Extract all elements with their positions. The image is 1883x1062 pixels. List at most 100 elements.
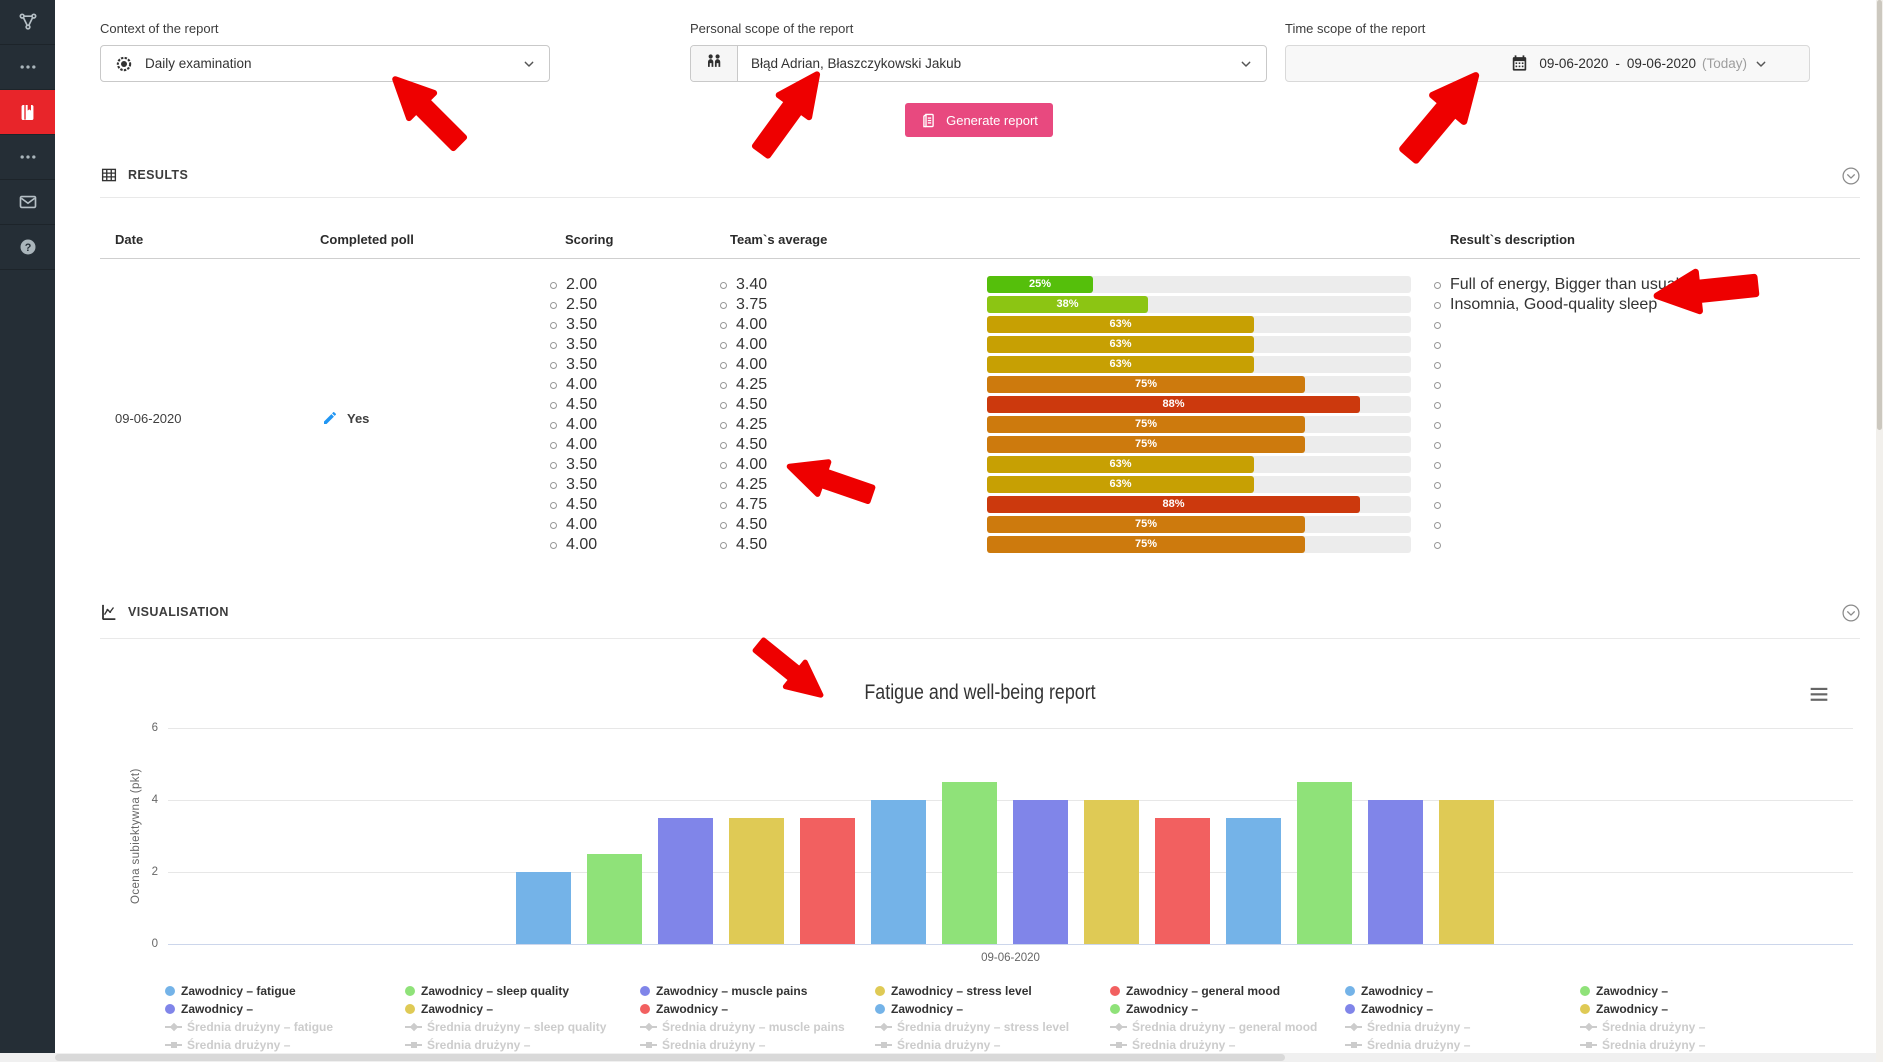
scoring-cell-value: 4.00 xyxy=(566,416,598,433)
legend-column: Zawodnicy – Zawodnicy – Średnia drużyny – Ś… xyxy=(1345,982,1577,1054)
description-cell xyxy=(1434,455,1860,475)
results-section-header: RESULTS xyxy=(100,166,188,184)
scoring-cell-value: 3.50 xyxy=(566,336,598,353)
scoring-cell: 3.50 xyxy=(550,355,710,375)
series-dot-icon xyxy=(1345,986,1355,996)
legend-item[interactable]: Zawodnicy – xyxy=(1580,982,1812,1000)
scoring-cell-value: 4.50 xyxy=(566,396,598,413)
legend-item[interactable]: Średnia drużyny – general mood xyxy=(1110,1018,1342,1036)
book-icon xyxy=(18,103,37,122)
legend-item[interactable]: Zawodnicy – xyxy=(165,1000,397,1018)
legend-column: Zawodnicy – Zawodnicy – Średnia drużyny – Ś… xyxy=(1580,982,1812,1054)
percent-bar-label: 38% xyxy=(1056,298,1079,310)
date-separator: - xyxy=(1615,56,1620,71)
legend-item[interactable]: Średnia drużyny – stress level xyxy=(875,1018,1107,1036)
scoring-column: 2.00 2.50 3.50 3.50 3.50 4.00 4.50 4.00 4.00 3.50… xyxy=(550,275,710,555)
chart-bar xyxy=(1439,800,1494,944)
legend-item[interactable]: Zawodnicy – xyxy=(1345,1000,1577,1018)
sidebar-item-help[interactable]: ? xyxy=(0,225,55,270)
legend-item[interactable]: Zawodnicy – xyxy=(875,1000,1107,1018)
legend-item[interactable]: Średnia drużyny – xyxy=(1345,1036,1577,1054)
circle-bullet xyxy=(720,481,727,489)
time-range-picker[interactable]: 09-06-2020 - 09-06-2020 (Today) xyxy=(1285,45,1810,82)
scoring-cell-value: 4.00 xyxy=(566,516,598,533)
chart-bar xyxy=(800,818,855,944)
vertical-scrollbar[interactable] xyxy=(1876,0,1883,1062)
team-average-cell: 4.00 xyxy=(720,335,880,355)
legend-item[interactable]: Zawodnicy – fatigue xyxy=(165,982,397,1000)
legend-item[interactable]: Zawodnicy – general mood xyxy=(1110,982,1342,1000)
legend-item[interactable]: Zawodnicy – muscle pains xyxy=(640,982,872,1000)
legend-item[interactable]: Zawodnicy – xyxy=(1110,1000,1342,1018)
description-cell xyxy=(1434,415,1860,435)
legend-item[interactable]: Średnia drużyny – xyxy=(165,1036,397,1054)
legend-item[interactable]: Zawodnicy – xyxy=(1580,1000,1812,1018)
sidebar-item-menu-dots[interactable] xyxy=(0,45,55,90)
menu-dots-icon xyxy=(18,147,38,167)
report-icon xyxy=(920,112,937,129)
team-average-cell-value: 4.50 xyxy=(736,536,768,553)
percent-bar-fill xyxy=(987,536,1305,553)
sidebar-item-hierarchy[interactable] xyxy=(0,0,55,45)
context-select[interactable]: Daily examination xyxy=(100,45,550,82)
legend-item-label: Zawodnicy – xyxy=(1361,1002,1434,1016)
legend-item[interactable]: Zawodnicy – xyxy=(640,1000,872,1018)
description-cell xyxy=(1434,435,1860,455)
vertical-scrollbar-thumb[interactable] xyxy=(1877,0,1882,430)
legend-item[interactable]: Średnia drużyny – sleep quality xyxy=(405,1018,637,1036)
legend-item-label: Zawodnicy – muscle pains xyxy=(656,984,808,998)
legend-item[interactable]: Średnia drużyny – fatigue xyxy=(165,1018,397,1036)
chevron-circle-icon[interactable] xyxy=(1841,166,1861,186)
percent-bar-fill xyxy=(987,456,1255,473)
calendar-icon xyxy=(1510,54,1529,73)
generate-report-button[interactable]: Generate report xyxy=(905,103,1053,137)
legend-item[interactable]: Zawodnicy – stress level xyxy=(875,982,1107,1000)
circle-bullet xyxy=(550,361,557,369)
sidebar-item-mail[interactable] xyxy=(0,180,55,225)
chart-bar xyxy=(1013,800,1068,944)
team-average-cell: 4.00 xyxy=(720,355,880,375)
description-cell xyxy=(1434,335,1860,355)
target-icon xyxy=(115,55,133,73)
legend-item-label: Zawodnicy – xyxy=(1596,984,1669,998)
legend-item[interactable]: Zawodnicy – xyxy=(1345,982,1577,1000)
pencil-icon[interactable] xyxy=(322,410,338,426)
sidebar-item-book[interactable] xyxy=(0,90,55,135)
description-cell xyxy=(1434,475,1860,495)
legend-item[interactable]: Średnia drużyny – xyxy=(1345,1018,1577,1036)
line-marker-icon xyxy=(1580,1040,1597,1050)
legend-item-label: Zawodnicy – fatigue xyxy=(181,984,296,998)
legend-item[interactable]: Średnia drużyny – xyxy=(405,1036,637,1054)
visualisation-divider xyxy=(100,638,1860,639)
legend-column: Zawodnicy – muscle pains Zawodnicy – Średn… xyxy=(640,982,872,1054)
team-average-cell-value: 4.50 xyxy=(736,436,768,453)
circle-bullet xyxy=(720,341,727,349)
sidebar: ? xyxy=(0,0,55,1062)
legend-item[interactable]: Średnia drużyny – xyxy=(1580,1018,1812,1036)
legend-item[interactable]: Średnia drużyny – xyxy=(1110,1036,1342,1054)
sidebar-item-menu-dots[interactable] xyxy=(0,135,55,180)
legend-item[interactable]: Zawodnicy – sleep quality xyxy=(405,982,637,1000)
scoring-cell-value: 3.50 xyxy=(566,456,598,473)
team-average-cell-value: 3.40 xyxy=(736,276,768,293)
hamburger-icon[interactable] xyxy=(1809,687,1829,707)
series-dot-icon xyxy=(405,1004,415,1014)
legend-item[interactable]: Średnia drużyny – xyxy=(1580,1036,1812,1054)
gridline xyxy=(168,872,1853,873)
legend-item[interactable]: Średnia drużyny – xyxy=(640,1036,872,1054)
completed-poll-cell: Yes xyxy=(322,408,369,428)
time-filter-label: Time scope of the report xyxy=(1285,21,1426,36)
circle-bullet xyxy=(550,341,557,349)
percent-bar-label: 63% xyxy=(1109,478,1132,490)
legend-item[interactable]: Średnia drużyny – xyxy=(875,1036,1107,1054)
personal-scope-select[interactable]: Błąd Adrian, Błaszczykowski Jakub xyxy=(690,45,1267,82)
horizontal-scrollbar-thumb[interactable] xyxy=(55,1054,1285,1061)
line-marker-icon xyxy=(165,1022,182,1032)
scoring-cell-value: 2.50 xyxy=(566,296,598,313)
circle-bullet xyxy=(550,421,557,429)
chevron-circle-icon[interactable] xyxy=(1841,603,1861,623)
legend-item[interactable]: Średnia drużyny – muscle pains xyxy=(640,1018,872,1036)
legend-item-label: Zawodnicy – xyxy=(891,1002,964,1016)
circle-bullet xyxy=(1434,481,1441,489)
legend-item[interactable]: Zawodnicy – xyxy=(405,1000,637,1018)
